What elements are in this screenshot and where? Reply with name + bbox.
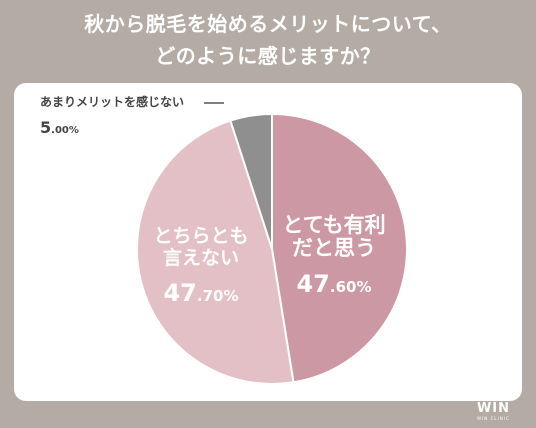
slice-label-1-line-2: だと思う (292, 236, 376, 260)
slice-label-3-line-1: あまりメリットを感じない (40, 94, 184, 109)
pie-slice-3 (229, 112, 273, 250)
chart-title-line-1: 秋から脱毛を始めるメリットについて、 (84, 12, 452, 36)
slice-label-2-line-2: 言えない (163, 246, 239, 269)
pie-slice-1 (271, 112, 408, 384)
slice-label-2-line-1: とちらとも (153, 225, 248, 247)
pie-slices (136, 112, 408, 385)
win-logo: WIN WIN CLINIC (477, 402, 510, 422)
slice-value-1: 47.60% (296, 270, 371, 298)
pie-slice-2 (136, 119, 295, 385)
logo-sub: WIN CLINIC (477, 416, 510, 421)
chart-title-line-2: どのように感じますか？ (155, 44, 381, 68)
slice-value-3: 5.00% (40, 118, 79, 137)
chart-title: 秋から脱毛を始めるメリットについて、 どのように感じますか？ (0, 8, 536, 72)
slice-value-2: 47.70% (163, 279, 238, 307)
slice-label-1-line-1: とても有利 (282, 213, 385, 237)
logo-main: WIN (476, 401, 510, 416)
